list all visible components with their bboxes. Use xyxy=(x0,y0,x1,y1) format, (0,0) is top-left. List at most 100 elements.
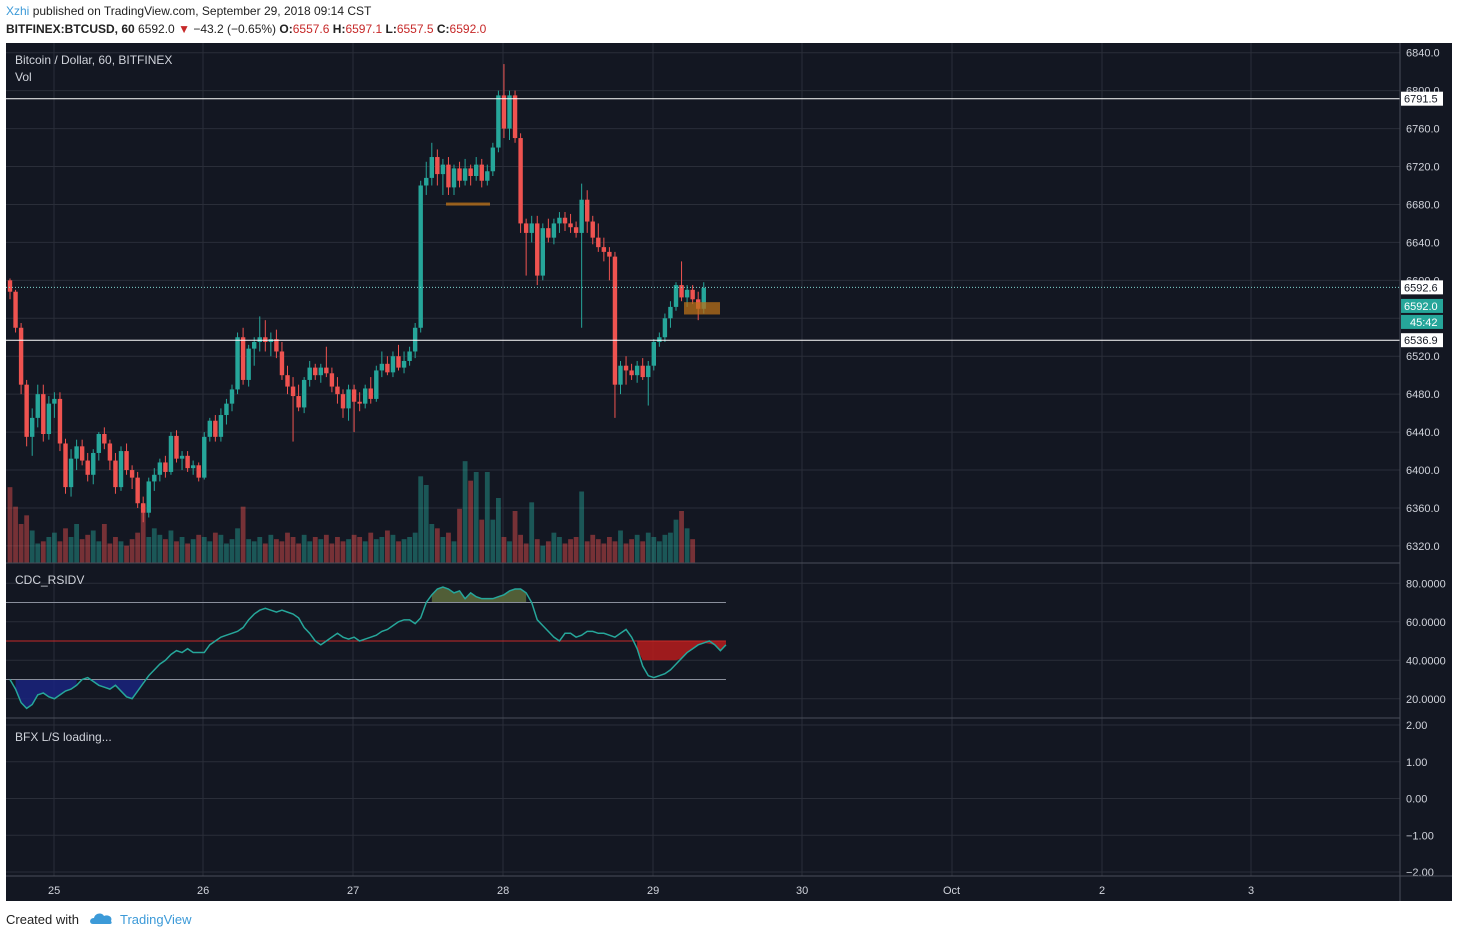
candle-body[interactable] xyxy=(96,434,101,453)
candle-body[interactable] xyxy=(479,164,484,181)
candle-body[interactable] xyxy=(579,199,584,233)
candle-body[interactable] xyxy=(590,221,595,238)
candle-body[interactable] xyxy=(229,389,235,404)
candle-body[interactable] xyxy=(684,289,690,298)
candle-body[interactable] xyxy=(235,337,240,390)
candle-body[interactable] xyxy=(46,403,52,434)
candle-body[interactable] xyxy=(285,375,290,387)
candle-body[interactable] xyxy=(601,247,607,252)
candle-body[interactable] xyxy=(518,138,523,224)
candle-body[interactable] xyxy=(18,327,24,385)
candle-body[interactable] xyxy=(324,367,329,374)
candle-body[interactable] xyxy=(79,446,85,461)
candle-body[interactable] xyxy=(701,287,706,309)
candle-body[interactable] xyxy=(468,168,473,176)
candle-body[interactable] xyxy=(218,415,224,437)
candle-body[interactable] xyxy=(657,337,662,342)
candle-body[interactable] xyxy=(107,443,113,461)
candle-body[interactable] xyxy=(85,460,90,475)
candle-body[interactable] xyxy=(224,403,229,416)
candle-body[interactable] xyxy=(690,289,695,300)
candle-body[interactable] xyxy=(640,365,645,378)
tradingview-brand-link[interactable]: TradingView xyxy=(120,912,192,927)
candle-body[interactable] xyxy=(329,373,335,387)
candle-body[interactable] xyxy=(607,251,612,257)
candle-body[interactable] xyxy=(535,223,540,276)
candle-body[interactable] xyxy=(496,95,501,148)
candle-body[interactable] xyxy=(485,171,490,181)
candle-body[interactable] xyxy=(252,341,257,349)
candle-body[interactable] xyxy=(74,446,79,459)
candle-body[interactable] xyxy=(307,367,312,380)
candle-body[interactable] xyxy=(401,360,407,368)
candle-body[interactable] xyxy=(457,168,462,181)
candle-body[interactable] xyxy=(30,417,35,437)
candle-body[interactable] xyxy=(257,337,262,342)
candle-body[interactable] xyxy=(440,164,446,175)
candle-body[interactable] xyxy=(673,285,679,307)
candle-body[interactable] xyxy=(418,185,423,328)
candle-body[interactable] xyxy=(68,458,74,488)
candle-body[interactable] xyxy=(668,306,673,319)
candle-body[interactable] xyxy=(679,285,684,298)
candle-body[interactable] xyxy=(396,356,401,368)
candle-body[interactable] xyxy=(612,256,618,385)
candle-body[interactable] xyxy=(568,223,573,228)
candle-body[interactable] xyxy=(562,217,568,224)
candle-body[interactable] xyxy=(207,420,212,437)
candle-body[interactable] xyxy=(573,227,579,233)
candle-body[interactable] xyxy=(634,365,640,376)
candle-body[interactable] xyxy=(429,157,434,178)
candle-body[interactable] xyxy=(135,477,140,504)
candle-body[interactable] xyxy=(318,367,323,376)
candle-body[interactable] xyxy=(102,434,107,444)
chart-svg[interactable]: 6320.06360.06400.06440.06480.06520.06560… xyxy=(6,43,1452,901)
candle-body[interactable] xyxy=(91,452,96,475)
candle-body[interactable] xyxy=(174,435,179,459)
candle-body[interactable] xyxy=(446,164,451,188)
candle-body[interactable] xyxy=(357,401,362,404)
candle-body[interactable] xyxy=(146,481,151,513)
candle-body[interactable] xyxy=(290,386,296,397)
candle-body[interactable] xyxy=(163,462,168,472)
candle-body[interactable] xyxy=(196,465,201,478)
candle-body[interactable] xyxy=(629,370,634,376)
candle-body[interactable] xyxy=(368,388,373,399)
candle-body[interactable] xyxy=(57,398,63,444)
candle-body[interactable] xyxy=(52,398,57,404)
candle-body[interactable] xyxy=(263,337,268,342)
candle-body[interactable] xyxy=(529,223,534,233)
candle-body[interactable] xyxy=(301,379,307,408)
candle-body[interactable] xyxy=(190,465,196,469)
candle-body[interactable] xyxy=(407,351,412,361)
candle-body[interactable] xyxy=(296,396,301,408)
candle-body[interactable] xyxy=(424,177,429,186)
candle-body[interactable] xyxy=(335,386,340,395)
candle-body[interactable] xyxy=(13,291,18,328)
candle-body[interactable] xyxy=(651,341,656,366)
candle-body[interactable] xyxy=(385,363,390,373)
candle-body[interactable] xyxy=(246,348,251,380)
candle-body[interactable] xyxy=(435,157,440,175)
chart-container[interactable]: 6320.06360.06400.06440.06480.06520.06560… xyxy=(6,43,1452,901)
candle-body[interactable] xyxy=(351,389,357,402)
candle-body[interactable] xyxy=(501,95,507,129)
author-link[interactable]: Xzhi xyxy=(6,4,30,18)
candle-body[interactable] xyxy=(213,420,218,437)
candle-body[interactable] xyxy=(412,327,418,352)
candle-body[interactable] xyxy=(596,237,601,248)
candle-body[interactable] xyxy=(451,168,457,188)
candle-body[interactable] xyxy=(490,147,496,172)
candle-body[interactable] xyxy=(662,318,668,338)
candle-body[interactable] xyxy=(646,365,651,378)
candle-body[interactable] xyxy=(540,228,545,276)
candle-body[interactable] xyxy=(185,455,190,469)
candle-body[interactable] xyxy=(279,351,285,376)
candle-body[interactable] xyxy=(35,394,40,418)
candle-body[interactable] xyxy=(141,503,146,513)
candle-body[interactable] xyxy=(546,228,551,238)
candle-body[interactable] xyxy=(507,95,512,129)
candle-body[interactable] xyxy=(118,451,124,488)
candle-body[interactable] xyxy=(474,164,479,176)
candle-body[interactable] xyxy=(113,460,118,488)
